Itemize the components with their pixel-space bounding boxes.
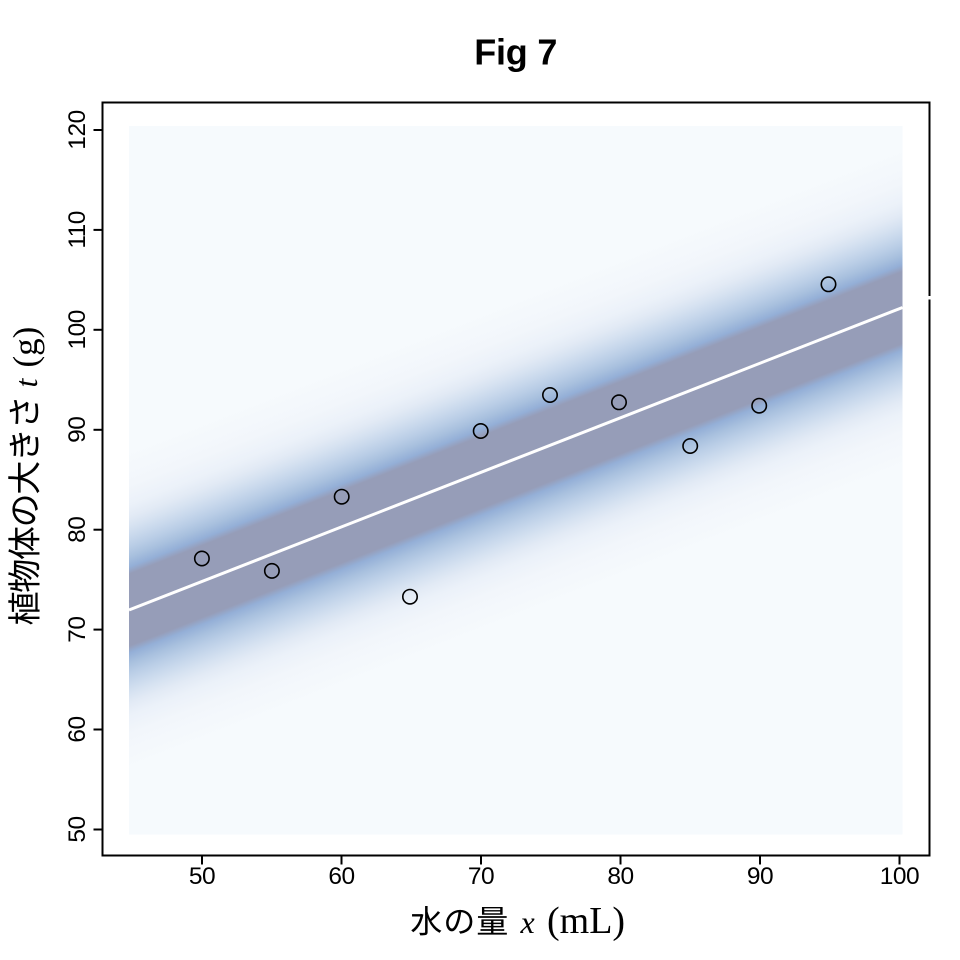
svg-text:60: 60 xyxy=(328,863,354,890)
svg-text:90: 90 xyxy=(747,863,773,890)
svg-text:80: 80 xyxy=(607,863,633,890)
svg-text:x: x xyxy=(520,904,535,940)
svg-text:Fig 7: Fig 7 xyxy=(474,32,557,73)
svg-text:50: 50 xyxy=(64,816,91,842)
svg-text:80: 80 xyxy=(64,517,91,543)
svg-text:70: 70 xyxy=(468,863,494,890)
svg-text:120: 120 xyxy=(64,110,91,149)
svg-text:(mL): (mL) xyxy=(547,900,625,942)
svg-text:110: 110 xyxy=(64,211,91,249)
svg-text:100: 100 xyxy=(64,310,91,349)
svg-text:t: t xyxy=(8,378,44,388)
svg-text:60: 60 xyxy=(64,716,91,742)
svg-text:70: 70 xyxy=(64,616,91,642)
svg-text:90: 90 xyxy=(64,417,91,443)
svg-text:100: 100 xyxy=(880,863,919,890)
svg-text:50: 50 xyxy=(189,863,215,890)
svg-text:(g): (g) xyxy=(6,327,45,368)
